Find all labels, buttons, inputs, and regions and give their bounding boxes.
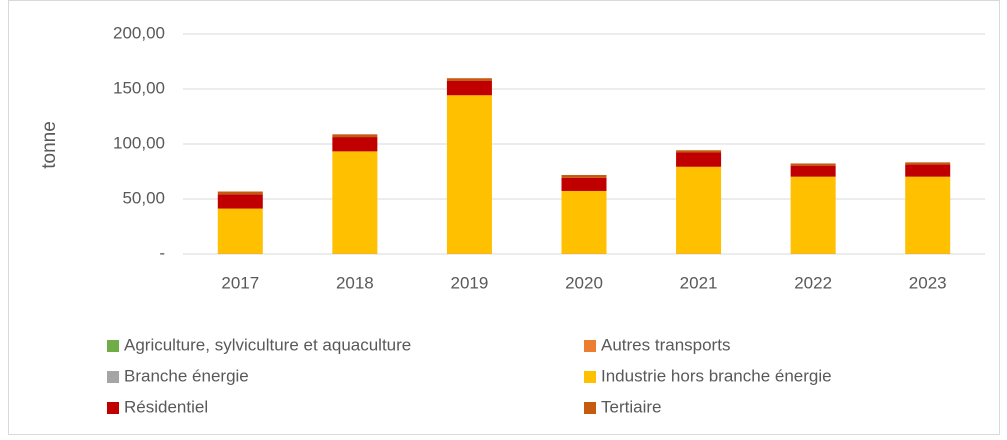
legend-swatch [584,371,596,383]
bar-segment [562,175,607,178]
x-tick-label: 2021 [680,273,718,292]
bar-segment [332,151,377,253]
bar-segment [218,194,263,208]
bar-segment [791,163,836,165]
bar-segment [447,78,492,81]
bar-segment [562,191,607,254]
y-tick-label: 50,00 [122,188,165,207]
legend-swatch [107,340,119,352]
bar-segment [218,209,263,254]
bar-segment [447,81,492,95]
y-tick-label: 200,00 [113,23,165,42]
bar-segment [791,177,836,254]
legend-label: Résidentiel [124,397,208,416]
bar-segment [676,167,721,254]
x-tick-label: 2019 [451,273,489,292]
bar-segment [905,165,950,177]
legend-swatch [584,340,596,352]
bar-segment [791,166,836,177]
x-tick-label: 2023 [909,273,947,292]
legend-swatch [107,402,119,414]
legend-label: Tertiaire [601,397,661,416]
bar-segment [676,150,721,152]
x-tick-label: 2020 [565,273,603,292]
y-tick-label: 150,00 [113,78,165,97]
bar-segment [218,192,263,195]
y-tick-label: 100,00 [113,133,165,152]
bar-segment [332,137,377,151]
y-tick-label: - [159,243,165,262]
legend-label: Autres transports [601,335,730,354]
x-tick-label: 2017 [221,273,259,292]
x-tick-label: 2022 [794,273,832,292]
legend-label: Agriculture, sylviculture et aquaculture [124,335,411,354]
bar-segment [447,95,492,253]
y-axis-label: tonne [39,121,60,169]
bar-segment [332,134,377,137]
bar-segment [676,152,721,166]
legend-swatch [584,402,596,414]
legend-label: Industrie hors branche énergie [601,366,832,385]
bar-segment [905,177,950,254]
x-tick-label: 2018 [336,273,374,292]
bar-segment [562,178,607,191]
legend-label: Branche énergie [124,366,249,385]
bar-segment [905,162,950,164]
legend-swatch [107,371,119,383]
